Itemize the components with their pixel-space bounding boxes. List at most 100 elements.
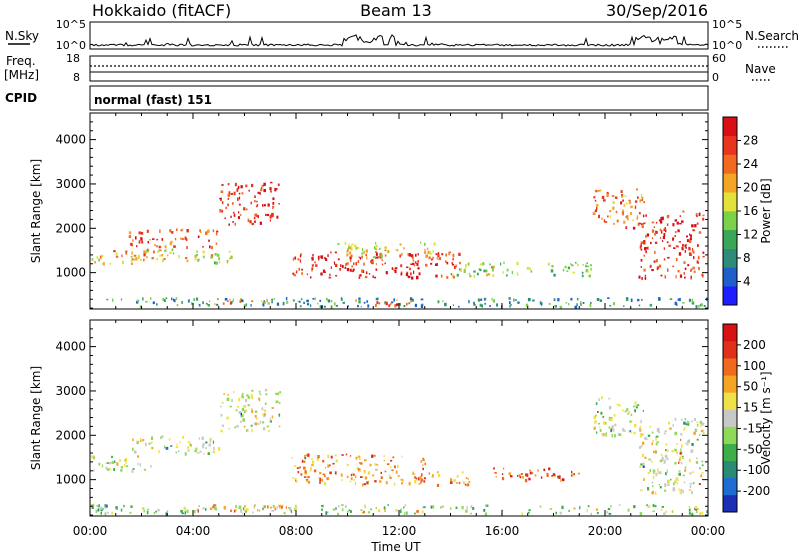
range-cell-6 xyxy=(598,398,600,402)
range-cell-6 xyxy=(456,273,459,277)
range-cell-7 xyxy=(699,420,703,424)
range-cell-4 xyxy=(428,472,430,475)
colorbar-tick-label: -50 xyxy=(743,442,763,456)
range-cell-7 xyxy=(614,196,618,199)
range-cell-9 xyxy=(393,298,395,302)
range-cell-6 xyxy=(483,269,486,273)
range-cell-7 xyxy=(676,482,679,485)
range-cell-1 xyxy=(213,446,215,451)
range-cell-1 xyxy=(165,446,169,450)
range-cell-5 xyxy=(540,476,543,479)
range-cell-4 xyxy=(400,271,403,274)
range-cell-4 xyxy=(311,257,314,261)
range-cell-8 xyxy=(181,512,184,515)
range-cell-7 xyxy=(647,434,651,437)
range-cell-1 xyxy=(173,245,176,248)
range-cell-2 xyxy=(266,213,269,217)
range-cell-6 xyxy=(602,421,606,425)
range-cell-9 xyxy=(479,303,482,307)
range-cell-7 xyxy=(664,454,668,459)
range-cell-3 xyxy=(412,473,416,476)
range-cell-8 xyxy=(639,245,642,249)
range-cell-3 xyxy=(186,259,189,263)
range-cell-8 xyxy=(655,221,658,224)
range-cell-1 xyxy=(140,437,142,441)
range-cell-1 xyxy=(151,441,153,443)
range-cell-7 xyxy=(593,196,596,199)
range-cell-8 xyxy=(694,505,697,510)
range-cell-3 xyxy=(169,251,172,254)
range-cell-7 xyxy=(636,188,638,191)
colorbar-segment xyxy=(723,117,737,137)
range-cell-8 xyxy=(702,217,705,221)
range-cell-2 xyxy=(258,399,261,402)
range-cell-8 xyxy=(673,247,676,249)
range-cell-9 xyxy=(481,304,483,308)
range-cell-3 xyxy=(324,466,327,469)
range-cell-2 xyxy=(269,417,271,422)
range-cell-3 xyxy=(402,479,404,483)
range-cell-7 xyxy=(688,489,692,491)
range-cell-0 xyxy=(111,460,114,464)
colorbar-tick-label: -200 xyxy=(743,484,770,498)
range-cell-8 xyxy=(646,504,648,507)
range-cell-7 xyxy=(666,449,669,453)
velocity-x-ticks xyxy=(89,320,709,516)
range-cell-9 xyxy=(294,506,298,510)
range-cell-4 xyxy=(374,276,377,279)
range-cell-6 xyxy=(624,410,627,413)
range-cell-7 xyxy=(649,469,651,473)
range-cell-4 xyxy=(311,268,313,272)
range-cell-9 xyxy=(335,305,338,307)
range-cell-8 xyxy=(656,230,658,234)
range-cell-7 xyxy=(622,212,624,216)
range-cell-8 xyxy=(95,510,98,513)
range-cell-8 xyxy=(618,504,621,506)
range-cell-3 xyxy=(304,470,307,474)
range-cell-5 xyxy=(493,467,495,470)
range-cell-7 xyxy=(657,431,661,433)
range-cell-0 xyxy=(131,251,133,255)
range-cell-7 xyxy=(655,450,657,454)
range-cell-6 xyxy=(476,272,479,276)
range-cell-4 xyxy=(437,252,440,255)
range-cell-6 xyxy=(506,274,508,277)
range-cell-2 xyxy=(241,408,245,412)
range-cell-8 xyxy=(640,248,643,251)
range-cell-9 xyxy=(202,301,204,305)
y-tick-label: 3000 xyxy=(55,177,86,191)
range-cell-6 xyxy=(597,411,599,413)
range-cell-6 xyxy=(551,264,554,268)
range-cell-5 xyxy=(510,475,513,478)
range-cell-6 xyxy=(571,264,574,267)
range-cell-11 xyxy=(213,303,217,306)
range-cell-1 xyxy=(194,450,197,453)
range-cell-1 xyxy=(160,436,162,440)
range-cell-8 xyxy=(645,214,647,217)
range-cell-5 xyxy=(388,250,390,253)
colorbar-segment xyxy=(723,358,737,376)
range-cell-1 xyxy=(187,441,191,443)
range-cell-8 xyxy=(253,506,255,509)
range-cell-3 xyxy=(295,480,298,483)
range-cell-1 xyxy=(202,245,204,248)
range-cell-7 xyxy=(700,429,704,433)
range-cell-9 xyxy=(250,304,252,307)
range-cell-10 xyxy=(409,300,412,303)
power-data-cells xyxy=(91,181,708,309)
range-cell-8 xyxy=(643,268,646,272)
range-cell-11 xyxy=(227,300,229,303)
range-cell-3 xyxy=(306,479,309,483)
range-cell-8 xyxy=(421,510,424,514)
range-cell-7 xyxy=(687,421,690,424)
range-cell-3 xyxy=(385,481,388,485)
range-cell-3 xyxy=(420,480,422,484)
range-cell-5 xyxy=(424,248,426,252)
range-cell-3 xyxy=(330,455,333,459)
range-cell-4 xyxy=(333,261,336,265)
range-cell-7 xyxy=(695,429,698,431)
range-cell-6 xyxy=(503,261,505,264)
range-cell-8 xyxy=(665,229,667,233)
range-cell-7 xyxy=(626,215,629,218)
range-cell-6 xyxy=(628,411,631,415)
